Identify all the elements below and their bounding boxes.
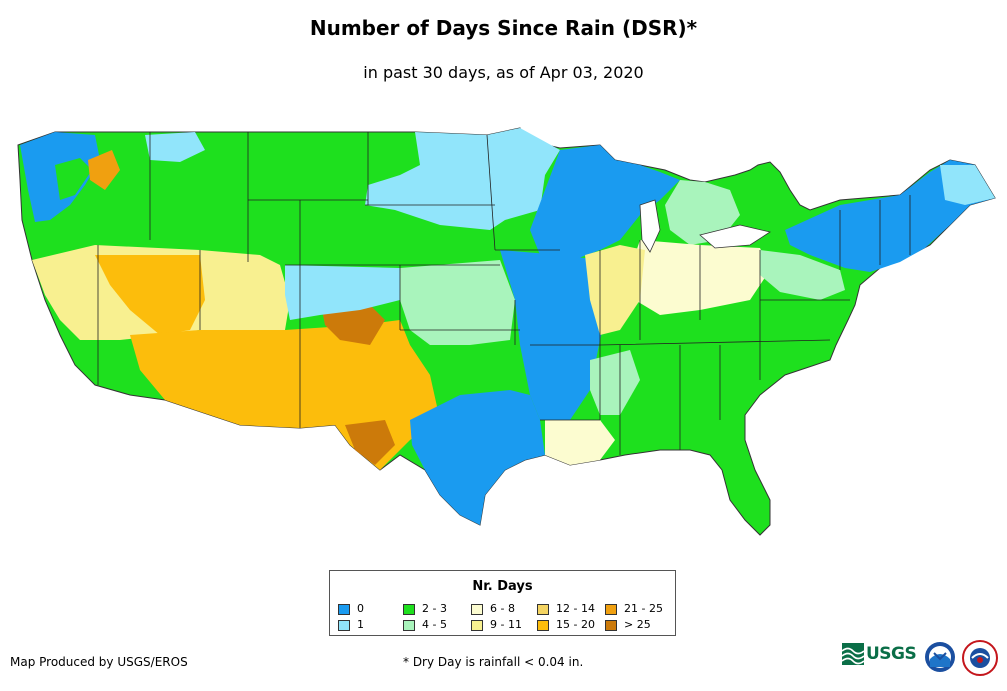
region-mi-lightgreen	[665, 180, 740, 245]
usgs-wave-icon	[842, 643, 865, 665]
nws-logo-icon	[962, 640, 998, 676]
region-idaho-dry	[88, 150, 120, 190]
legend-label: 12 - 14	[556, 602, 595, 615]
legend-item-9: > 25	[605, 618, 651, 632]
legend-swatch	[471, 619, 483, 631]
legend-item-1: 1	[338, 618, 364, 632]
lake-michigan	[639, 199, 661, 253]
legend-item-7: 15 - 20	[537, 618, 595, 632]
usgs-logo-text: USGS	[866, 644, 917, 664]
map-credit: Map Produced by USGS/EROS	[10, 655, 188, 669]
legend-label: 4 - 5	[422, 618, 447, 631]
map-title: Number of Days Since Rain (DSR)*	[309, 16, 698, 40]
legend-swatch	[403, 603, 415, 615]
legend-item-3: 4 - 5	[403, 618, 447, 632]
region-pa-lightgreen	[760, 250, 845, 300]
legend-swatch	[338, 619, 350, 631]
legend-label: 9 - 11	[490, 618, 522, 631]
legend-label: 15 - 20	[556, 618, 595, 631]
region-tx-darkorange	[345, 420, 395, 465]
legend-item-5: 9 - 11	[471, 618, 522, 632]
legend-label: 1	[357, 618, 364, 631]
legend-label: 2 - 3	[422, 602, 447, 615]
lake-erie	[699, 224, 772, 249]
legend-label: > 25	[624, 618, 651, 631]
region-co-lightblue	[285, 265, 400, 320]
state-boundaries	[97, 132, 911, 455]
legend-item-6: 12 - 14	[537, 602, 595, 616]
region-maine-lightblue	[940, 165, 995, 205]
region-la-pale	[545, 420, 615, 465]
dry-day-note: * Dry Day is rainfall < 0.04 in.	[403, 655, 584, 669]
legend-label: 21 - 25	[624, 602, 663, 615]
region-ne-blue	[785, 160, 995, 272]
region-nevada-orange	[95, 255, 205, 335]
region-sw-orange	[130, 320, 440, 470]
legend-swatch	[537, 619, 549, 631]
region-dakotas-lightblue	[365, 128, 560, 230]
legend-label: 6 - 8	[490, 602, 515, 615]
region-ks-ok-lightgreen	[400, 260, 515, 345]
map-subtitle: in past 30 days, as of Apr 03, 2020	[363, 63, 644, 82]
legend: Nr. Days 0 1 2 - 3 4 - 5 6 - 8 9 - 11 12…	[329, 570, 676, 636]
legend-swatch	[471, 603, 483, 615]
legend-label: 0	[357, 602, 364, 615]
noaa-logo-icon	[925, 642, 955, 672]
region-ms-lightgreen	[590, 350, 640, 415]
region-mn-wi-blue	[530, 145, 680, 265]
legend-swatch	[605, 603, 617, 615]
region-tx-blue	[410, 390, 545, 525]
region-pnw-green	[55, 158, 92, 200]
legend-item-0: 0	[338, 602, 364, 616]
legend-swatch	[537, 603, 549, 615]
region-mo-ar-blue	[500, 250, 610, 420]
legend-item-2: 2 - 3	[403, 602, 447, 616]
region-mt-lightblue	[145, 132, 205, 162]
legend-item-4: 6 - 8	[471, 602, 515, 616]
legend-swatch	[338, 603, 350, 615]
legend-item-8: 21 - 25	[605, 602, 663, 616]
legend-title: Nr. Days	[472, 579, 533, 594]
legend-swatch	[403, 619, 415, 631]
legend-swatch	[605, 619, 617, 631]
